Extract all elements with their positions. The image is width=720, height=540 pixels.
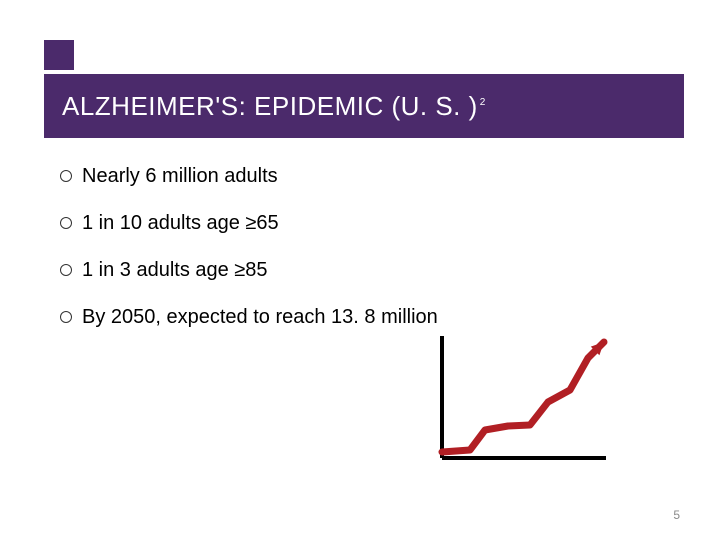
- list-item: 1 in 3 adults age ≥85: [60, 259, 660, 282]
- list-item: 1 in 10 adults age ≥65: [60, 212, 660, 235]
- bullet-marker-icon: [60, 170, 72, 182]
- bullet-text: By 2050, expected to reach 13. 8 million: [82, 306, 438, 329]
- bullet-marker-icon: [60, 217, 72, 229]
- bullet-list: Nearly 6 million adults 1 in 10 adults a…: [60, 165, 660, 353]
- list-item: By 2050, expected to reach 13. 8 million: [60, 306, 660, 329]
- growth-chart: [430, 330, 610, 470]
- title-main: ALZHEIMER'S: EPIDEMIC (U. S. ): [62, 91, 478, 121]
- bullet-text: 1 in 10 adults age ≥65: [82, 212, 279, 235]
- title-bar: ALZHEIMER'S: EPIDEMIC (U. S. )2: [44, 74, 684, 138]
- bullet-marker-icon: [60, 311, 72, 323]
- page-number: 5: [673, 508, 680, 522]
- slide-title: ALZHEIMER'S: EPIDEMIC (U. S. )2: [62, 91, 486, 122]
- bullet-marker-icon: [60, 264, 72, 276]
- slide: { "layout": { "accent_box": { "left": 44…: [0, 0, 720, 540]
- title-superscript: 2: [480, 97, 486, 108]
- bullet-text: 1 in 3 adults age ≥85: [82, 259, 268, 282]
- list-item: Nearly 6 million adults: [60, 165, 660, 188]
- accent-box: [44, 40, 74, 70]
- bullet-text: Nearly 6 million adults: [82, 165, 278, 188]
- chart-svg: [430, 330, 610, 470]
